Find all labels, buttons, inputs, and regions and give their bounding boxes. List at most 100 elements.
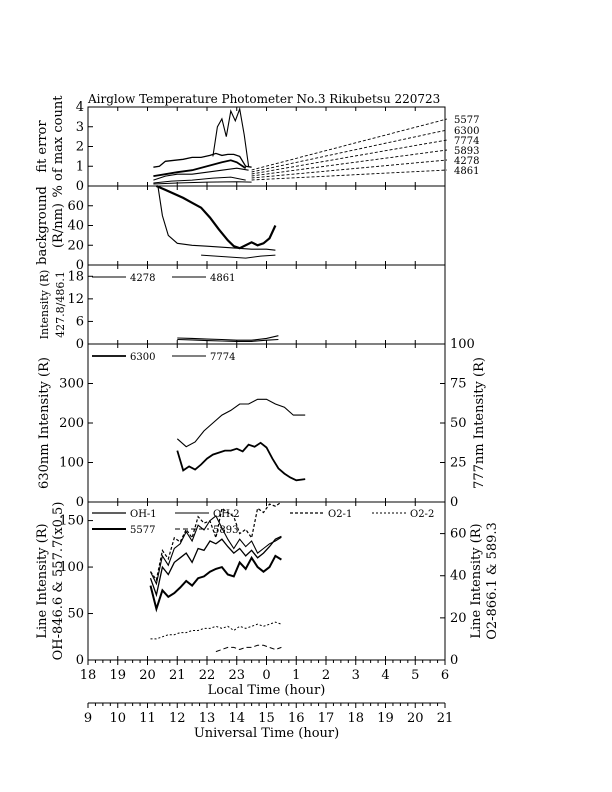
legend-label: 7774	[210, 352, 235, 363]
y-tick-label: 18	[67, 269, 84, 284]
y-right-tick-label: 60	[450, 527, 467, 542]
y-tick-label: 100	[59, 560, 84, 575]
axis-tick-label: 19	[109, 668, 126, 683]
y-tick-label: 0	[76, 337, 84, 352]
y-axis-label: OH-846.6 & 557.7(x0.5)	[51, 502, 66, 661]
y-tick-label: 0	[76, 653, 84, 668]
y-tick-label: 12	[67, 292, 84, 307]
y-tick-label: 0	[76, 495, 84, 510]
series-line-f	[153, 181, 252, 185]
y-tick-label: 0	[76, 258, 84, 273]
channel-label-7774: 7774	[454, 136, 479, 147]
axis-tick-label: 20	[139, 668, 156, 683]
axis-tick-label: 1	[292, 668, 300, 683]
axis-tick-label: 12	[169, 711, 186, 726]
legend-label: 4861	[210, 273, 235, 284]
axis-tick-label: 20	[407, 711, 424, 726]
y-tick-label: 3	[76, 120, 84, 135]
y-tick-label: 200	[59, 416, 84, 431]
series-line-c	[153, 159, 247, 177]
axis-tick-label: 2	[322, 668, 330, 683]
y-right-tick-label: 0	[450, 495, 458, 510]
y-right-axis-label: 777nm Intensity (R)	[472, 357, 487, 489]
y-axis-label: Intensity (R)	[38, 270, 51, 340]
channel-label-4278: 4278	[454, 156, 479, 167]
axis-title: Local Time (hour)	[208, 683, 326, 698]
y-axis-label: background	[35, 186, 50, 265]
axis-tick-label: 18	[347, 711, 364, 726]
y-right-axis-label: O2-866.1 & 589.3	[485, 522, 500, 640]
legend-label: 6300	[130, 352, 155, 363]
series-line-O2-1	[150, 501, 282, 582]
y-tick-label: 150	[59, 514, 84, 529]
series-line-thin1	[157, 185, 276, 251]
y-tick-label: 50	[67, 607, 84, 622]
y-axis-label: Line Intensity (R)	[35, 523, 50, 638]
legend-label: 5893	[213, 525, 238, 536]
legend-label: O2-2	[410, 509, 434, 520]
panel-4: 0 100 200 300 0 25 50 75 100 630nm Intensity (R) 7…	[37, 337, 487, 510]
axis-tick-label: 17	[318, 711, 335, 726]
y-right-tick-label: 100	[450, 337, 475, 352]
y-axis-label: (R/nm)	[51, 203, 66, 248]
y-tick-label: 1	[76, 159, 84, 174]
y-tick-label: 4	[76, 100, 84, 115]
y-right-tick-label: 50	[450, 416, 467, 431]
series-line-OH-1	[149, 535, 282, 598]
figure-title: Airglow Temperature Photometer No.3 Riku…	[87, 92, 440, 106]
y-axis-label: 427.8/486.1	[54, 271, 67, 338]
y-axis-label: % of max count	[51, 95, 66, 198]
axis-tick-label: 14	[228, 711, 245, 726]
channel-connector	[251, 139, 448, 175]
axis-tick-label: 21	[169, 668, 186, 683]
y-tick-label: 0	[76, 179, 84, 194]
axis-tick-label: 13	[199, 711, 216, 726]
y-tick-label: 6	[76, 314, 84, 329]
series-line-7774	[176, 398, 306, 448]
axis-tick-label: 3	[352, 668, 360, 683]
axis-tick-label: 21	[437, 711, 454, 726]
axis-tick-label: 9	[84, 711, 92, 726]
panel-4-frame	[87, 343, 446, 503]
universal-time-axis: 9 10 11 12 13 14 15 16 17 18 19 20 21 Universal Time …	[84, 702, 454, 741]
axis-tick-label: 16	[288, 711, 305, 726]
channel-label-5893: 5893	[454, 146, 479, 157]
axis-tick-label: 10	[109, 711, 126, 726]
y-right-tick-label: 75	[450, 377, 467, 392]
y-tick-label: 300	[59, 377, 84, 392]
series-line-5577	[149, 554, 282, 613]
legend-label: O2-1	[328, 509, 352, 520]
y-tick-label: 40	[67, 219, 84, 234]
series-line-6300	[176, 441, 306, 482]
channel-connector	[251, 169, 448, 181]
y-right-axis-label: Line Intensity (R)	[469, 523, 484, 638]
series-line-5893	[215, 644, 282, 653]
axis-title: Universal Time (hour)	[194, 726, 339, 741]
series-line-4861	[177, 338, 279, 342]
axis-tick-label: 18	[80, 668, 97, 683]
panel-1-frame	[87, 106, 446, 187]
axis-tick-label: 5	[411, 668, 419, 683]
y-axis-label: fit error	[35, 120, 50, 173]
channel-label-4861: 4861	[454, 166, 479, 177]
axis-tick-label: 4	[381, 668, 389, 683]
series-line-OH-2	[150, 515, 282, 586]
panel-2: 0 20 40 60 background (R/nm)	[35, 184, 446, 273]
y-axis-label: 630nm Intensity (R)	[37, 357, 52, 489]
y-right-tick-label: 25	[450, 456, 467, 471]
series-line-thin2	[201, 254, 276, 259]
panel-3: 0 6 12 18 Intensity (R) 427.8/486.1 4278 4861	[38, 264, 446, 352]
legend-label: 5577	[130, 525, 155, 536]
channel-label-6300: 6300	[454, 126, 479, 137]
y-tick-label: 100	[59, 456, 84, 471]
channel-label-5577: 5577	[454, 115, 479, 126]
y-right-tick-label: 40	[450, 569, 467, 584]
y-tick-label: 20	[67, 238, 84, 253]
y-tick-label: 2	[76, 140, 84, 155]
panel-1: 0 1 2 3 4 fit error% of max count 557763007774…	[35, 95, 479, 198]
legend-label: OH-1	[130, 509, 157, 520]
